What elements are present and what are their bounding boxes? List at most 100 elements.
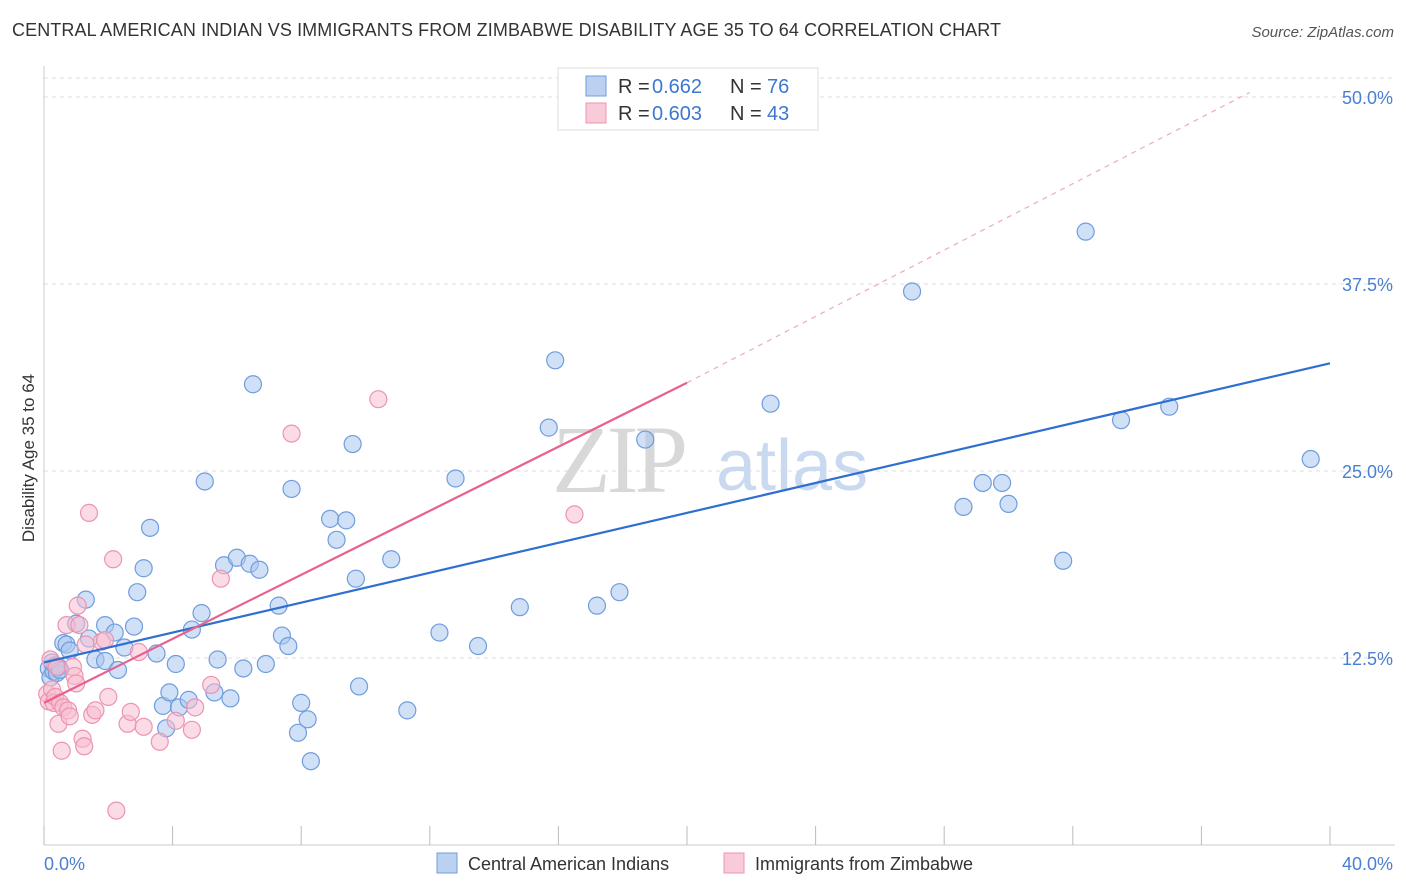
scatter-points [38, 222, 1320, 820]
series-legend-swatch [723, 852, 745, 874]
point-central-american-indians [587, 596, 607, 615]
point-immigrants-from-zimbabwe [134, 717, 153, 736]
point-immigrants-from-zimbabwe [182, 720, 201, 739]
legend-r-label: R = [618, 76, 650, 98]
axis-ticks [43, 826, 1331, 845]
point-central-american-indians [382, 550, 401, 569]
point-central-american-indians [301, 752, 320, 771]
point-central-american-indians [124, 617, 144, 636]
point-central-american-indians [221, 689, 240, 708]
point-central-american-indians [546, 351, 565, 370]
point-central-american-indians [446, 469, 465, 488]
point-central-american-indians [510, 598, 529, 617]
y-tick-label: 25.0% [1342, 462, 1393, 482]
point-immigrants-from-zimbabwe [186, 698, 205, 717]
point-central-american-indians [321, 509, 340, 528]
point-immigrants-from-zimbabwe [565, 505, 584, 524]
point-central-american-indians [343, 434, 362, 454]
y-tick-label: 50.0% [1342, 88, 1393, 108]
point-central-american-indians [346, 569, 365, 588]
y-axis-title: Disability Age 35 to 64 [19, 374, 38, 542]
point-central-american-indians [279, 636, 298, 656]
legend-r-value: 0.603 [652, 103, 702, 125]
chart-source: Source: ZipAtlas.com [1251, 24, 1394, 41]
point-central-american-indians [761, 394, 780, 413]
legend-n-label: N = [730, 103, 762, 125]
point-central-american-indians [134, 559, 153, 578]
axes [43, 66, 1395, 846]
trend-line-1 [43, 381, 688, 704]
trend-line-0 [43, 362, 1331, 664]
watermark: ZIP atlas [552, 406, 868, 513]
point-central-american-indians [636, 430, 655, 449]
point-immigrants-from-zimbabwe [202, 675, 221, 695]
y-tick-label: 12.5% [1342, 649, 1393, 669]
point-central-american-indians [256, 654, 275, 674]
point-immigrants-from-zimbabwe [60, 707, 79, 726]
point-immigrants-from-zimbabwe [52, 741, 71, 760]
point-central-american-indians [973, 473, 992, 493]
point-central-american-indians [250, 560, 269, 579]
point-immigrants-from-zimbabwe [166, 711, 185, 730]
series-legend-label: Immigrants from Zimbabwe [755, 854, 973, 874]
point-immigrants-from-zimbabwe [211, 569, 230, 588]
point-immigrants-from-zimbabwe [99, 687, 118, 706]
point-immigrants-from-zimbabwe [86, 701, 105, 720]
legend-r-label: R = [618, 103, 650, 125]
point-central-american-indians [192, 604, 211, 623]
legend-swatch-immigrants-from-zimbabwe [585, 102, 607, 124]
point-central-american-indians [95, 651, 115, 671]
point-central-american-indians [999, 494, 1018, 514]
point-central-american-indians [902, 282, 922, 301]
legend: R = 0.662 N = 76 R = 0.603 N = 43 [557, 67, 819, 131]
x-tick-label: 40.0% [1342, 854, 1393, 874]
point-central-american-indians [234, 659, 253, 678]
point-immigrants-from-zimbabwe [104, 550, 123, 569]
x-tick-labels: 0.0% 40.0% [44, 854, 1393, 874]
y-tick-labels: 12.5% 25.0% 37.5% 50.0% [1342, 88, 1393, 669]
point-central-american-indians [208, 650, 227, 669]
point-central-american-indians [539, 418, 558, 437]
point-immigrants-from-zimbabwe [121, 702, 140, 721]
point-central-american-indians [430, 623, 449, 642]
trend-line-extension-1 [686, 91, 1250, 384]
point-central-american-indians [166, 654, 185, 674]
chart-title: CENTRAL AMERICAN INDIAN VS IMMIGRANTS FR… [12, 20, 1002, 40]
point-central-american-indians [243, 375, 263, 394]
point-central-american-indians [298, 710, 317, 729]
legend-swatch-central-american-indians [585, 75, 607, 97]
trend-lines [43, 91, 1331, 704]
legend-n-value: 43 [767, 103, 789, 125]
point-central-american-indians [1054, 551, 1073, 570]
point-central-american-indians [468, 636, 488, 656]
point-central-american-indians [292, 693, 311, 712]
point-central-american-indians [195, 472, 214, 491]
legend-n-value: 76 [767, 76, 789, 98]
point-central-american-indians [128, 583, 147, 602]
point-central-american-indians [160, 683, 179, 702]
watermark-atlas: atlas [716, 426, 868, 506]
point-central-american-indians [610, 583, 629, 602]
point-immigrants-from-zimbabwe [68, 596, 87, 615]
point-central-american-indians [1076, 222, 1095, 241]
point-central-american-indians [1301, 449, 1320, 469]
point-central-american-indians [288, 723, 308, 742]
point-central-american-indians [349, 677, 369, 696]
point-immigrants-from-zimbabwe [107, 801, 126, 820]
point-immigrants-from-zimbabwe [282, 424, 301, 443]
series-legend-label: Central American Indians [468, 854, 669, 874]
point-central-american-indians [954, 497, 973, 517]
point-central-american-indians [337, 511, 356, 530]
point-central-american-indians [398, 701, 417, 720]
watermark-zip: ZIP [552, 406, 685, 513]
series-legend-swatch [436, 852, 458, 874]
point-immigrants-from-zimbabwe [70, 615, 89, 635]
point-immigrants-from-zimbabwe [79, 503, 99, 522]
point-central-american-indians [140, 518, 160, 537]
point-central-american-indians [992, 473, 1012, 493]
point-immigrants-from-zimbabwe [75, 737, 94, 756]
point-central-american-indians [327, 530, 346, 549]
point-immigrants-from-zimbabwe [150, 732, 169, 751]
x-tick-label: 0.0% [44, 854, 85, 874]
